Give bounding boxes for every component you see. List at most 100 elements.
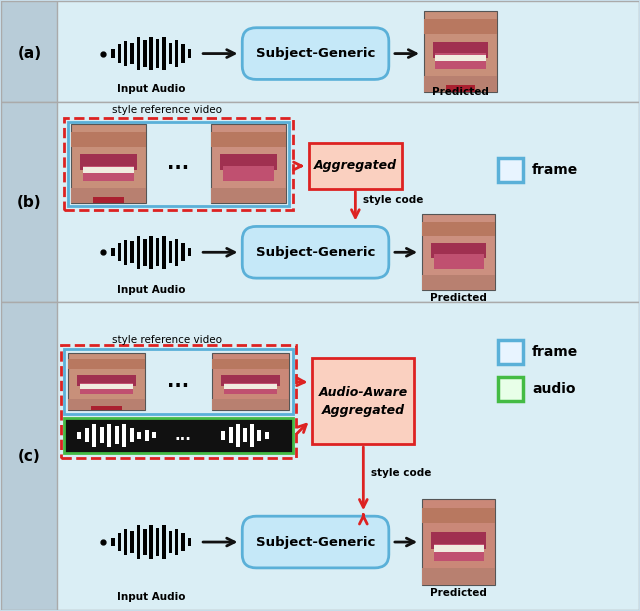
Bar [136,525,140,559]
Bar [149,37,153,70]
Bar [220,155,277,170]
Bar [181,45,185,63]
Bar [181,243,185,262]
Bar [131,531,134,553]
Bar [446,86,475,92]
Bar [68,122,289,206]
Bar [156,39,159,68]
Text: ...: ... [168,372,189,391]
Text: Audio-Aware
Aggregated: Audio-Aware Aggregated [319,386,408,417]
Bar [431,243,486,258]
Bar [111,538,115,546]
Bar [175,529,179,555]
Bar [433,544,484,561]
FancyBboxPatch shape [243,227,389,278]
Bar [433,42,488,58]
Text: style reference video: style reference video [112,104,222,115]
Bar [68,399,145,411]
Bar [1,102,58,302]
Bar [84,428,88,442]
Text: Subject-Generic: Subject-Generic [256,535,375,549]
Bar [250,424,254,447]
Bar [122,424,126,447]
Text: style reference video: style reference video [112,335,222,345]
Text: ...: ... [175,428,191,443]
Bar [224,383,277,394]
Bar [136,37,140,70]
Bar [499,158,523,182]
Bar [115,426,118,444]
Bar [312,358,414,444]
Bar [175,40,179,67]
Bar [129,428,134,442]
Bar [124,41,127,66]
Bar [143,529,147,555]
Bar [212,353,289,411]
Text: Subject-Generic: Subject-Generic [256,47,375,60]
Bar [111,49,115,58]
Bar [422,222,495,235]
Bar [188,538,191,546]
Bar [188,49,191,58]
Bar [211,188,286,203]
Bar [1,1,639,102]
Bar [162,525,166,559]
Bar [152,433,156,438]
Bar [168,43,172,64]
Text: (b): (b) [17,194,42,210]
Bar [424,76,497,92]
Bar [228,427,232,444]
Text: Predicted: Predicted [432,87,489,97]
Bar [77,432,81,439]
Text: Aggregated: Aggregated [314,159,397,172]
Bar [221,431,225,440]
Text: style code: style code [371,467,431,478]
Bar [124,530,127,555]
Text: Input Audio: Input Audio [117,592,186,602]
Bar [435,53,486,69]
Bar [156,528,159,556]
Bar [107,424,111,447]
FancyBboxPatch shape [243,27,389,79]
Bar [422,508,495,523]
Bar [118,533,121,551]
Bar [1,1,58,102]
Bar [124,240,127,265]
Bar [211,125,286,203]
Bar [499,376,523,401]
Text: ...: ... [168,155,189,174]
Bar [422,568,495,585]
Bar [118,243,121,262]
Bar [212,399,289,411]
Bar [143,40,147,67]
Bar [71,188,146,203]
Text: style code: style code [363,195,424,205]
Bar [224,384,277,389]
Text: Input Audio: Input Audio [117,285,186,295]
Bar [257,430,262,441]
Bar [435,55,486,61]
Bar [149,525,153,559]
Text: audio: audio [532,382,576,396]
Text: Subject-Generic: Subject-Generic [256,246,375,259]
Bar [80,383,133,394]
Bar [175,239,179,266]
Bar [211,133,286,147]
Text: Input Audio: Input Audio [117,84,186,95]
Bar [168,531,172,553]
Bar [431,532,486,549]
Bar [99,427,104,444]
Bar [433,546,484,552]
Bar [131,43,134,64]
Bar [145,430,148,441]
Bar [162,236,166,269]
FancyBboxPatch shape [243,516,389,568]
Bar [188,248,191,257]
Bar [111,248,115,257]
Bar [64,418,293,453]
Text: frame: frame [532,345,579,359]
Bar [64,118,293,210]
Bar [61,345,296,458]
Bar [1,302,58,610]
Bar [156,238,159,266]
